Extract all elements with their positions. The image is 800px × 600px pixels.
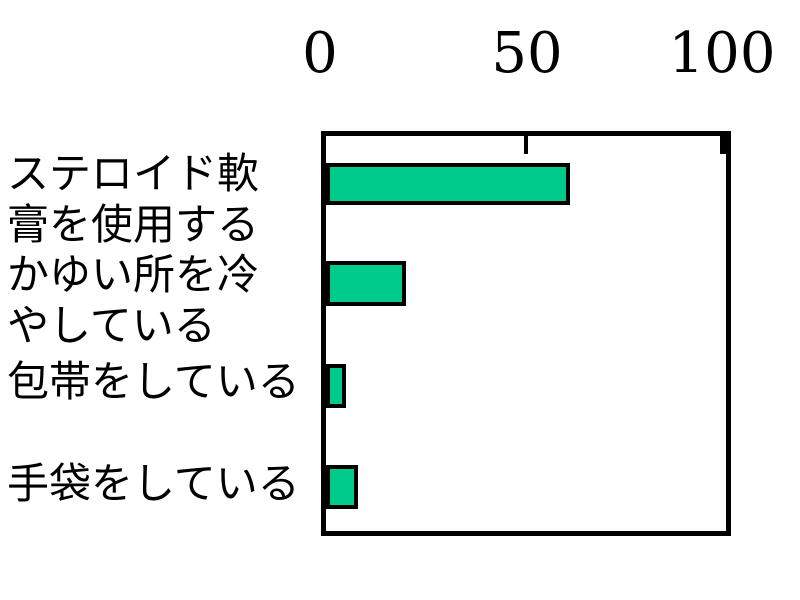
category-label-bandage: 包帯をしている bbox=[7, 360, 300, 406]
bar-cool-itchy-area bbox=[326, 261, 406, 306]
category-label-steroid-ointment-line2: 膏を使用する bbox=[7, 203, 260, 249]
x-tick-mark-50 bbox=[524, 136, 528, 154]
x-tick-label-100: 100 bbox=[668, 21, 776, 86]
x-tick-label-50: 50 bbox=[491, 21, 563, 86]
bar-gloves bbox=[326, 465, 358, 509]
category-label-gloves: 手袋をしている bbox=[7, 462, 300, 508]
x-tick-label-0: 0 bbox=[302, 21, 338, 86]
bar-bandage bbox=[326, 364, 346, 408]
plot-area bbox=[321, 131, 731, 536]
category-label-cool-itchy-area-line1: かゆい所を冷 bbox=[7, 253, 260, 299]
category-label-steroid-ointment-line1: ステロイド軟 bbox=[7, 152, 260, 198]
x-tick-mark-100 bbox=[720, 136, 726, 154]
bar-steroid-ointment bbox=[326, 163, 570, 205]
category-label-cool-itchy-area-line2: やしている bbox=[7, 304, 216, 350]
